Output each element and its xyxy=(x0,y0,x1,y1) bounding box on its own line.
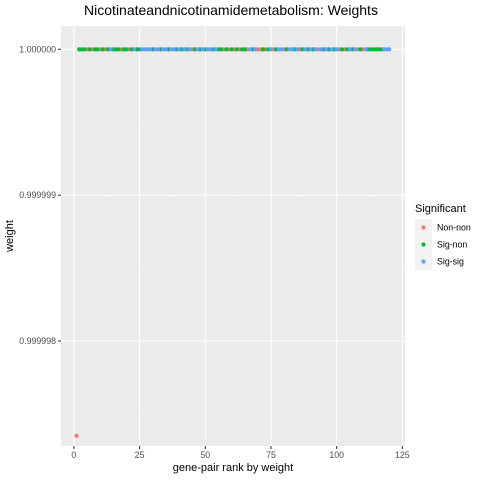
legend-key-point xyxy=(421,259,425,263)
data-point-sig-sig xyxy=(308,47,312,51)
chart-title: Nicotinateandnicotinamidemetabolism: Wei… xyxy=(84,2,378,18)
data-point-non-non xyxy=(74,434,78,438)
x-axis-title: gene-pair rank by weight xyxy=(173,462,293,474)
data-point-sig-non xyxy=(235,47,239,51)
data-point-sig-non xyxy=(101,47,105,51)
data-point-sig-sig xyxy=(182,47,186,51)
data-point-sig-sig xyxy=(295,47,299,51)
data-point-sig-sig xyxy=(187,47,191,51)
data-point-sig-sig xyxy=(195,47,199,51)
data-point-sig-sig xyxy=(148,47,152,51)
data-point-sig-sig xyxy=(248,47,252,51)
y-tick-label: 0.999998 xyxy=(19,336,56,346)
data-point-sig-sig xyxy=(208,47,212,51)
legend-key-point xyxy=(421,242,425,246)
data-point-sig-sig xyxy=(303,47,307,51)
data-point-sig-sig xyxy=(348,47,352,51)
x-tick-label: 75 xyxy=(266,450,276,460)
x-tick-label: 125 xyxy=(395,450,410,460)
data-point-sig-sig xyxy=(279,47,283,51)
legend-entry-label: Sig-non xyxy=(437,240,467,250)
data-point-sig-sig xyxy=(201,47,205,51)
y-tick-label: 1.000000 xyxy=(19,44,56,54)
data-point-sig-sig xyxy=(324,47,328,51)
y-axis: 0.999998 0.999999 1.000000 xyxy=(19,44,61,346)
data-point-sig-non xyxy=(340,47,344,51)
data-point-sig-sig xyxy=(177,47,181,51)
data-point-sig-non xyxy=(219,47,223,51)
plot-panel xyxy=(61,26,405,446)
data-point-sig-non xyxy=(243,47,247,51)
y-axis-title: weight xyxy=(4,220,16,253)
data-point-sig-sig xyxy=(335,47,339,51)
legend-key-point xyxy=(421,225,425,229)
data-point-sig-sig xyxy=(172,47,176,51)
data-point-sig-sig xyxy=(319,47,323,51)
data-point-sig-non xyxy=(124,47,128,51)
legend-entry-label: Non-non xyxy=(437,223,471,233)
legend: Significant Non-non Sig-non Sig-sig xyxy=(415,203,471,270)
data-point-sig-sig xyxy=(353,47,357,51)
data-point-sig-non xyxy=(358,47,362,51)
x-axis: 0 25 50 75 100 125 xyxy=(71,446,409,460)
data-point-sig-sig xyxy=(363,47,367,51)
data-point-sig-sig xyxy=(253,47,257,51)
y-tick-label: 0.999999 xyxy=(19,190,56,200)
data-point-sig-non xyxy=(82,47,86,51)
data-point-sig-non xyxy=(261,47,265,51)
data-point-sig-sig xyxy=(387,47,391,51)
data-point-sig-non xyxy=(116,47,120,51)
data-point-sig-non xyxy=(95,47,99,51)
legend-entry-label: Sig-sig xyxy=(437,257,464,267)
data-point-sig-sig xyxy=(329,47,333,51)
x-tick-label: 25 xyxy=(135,450,145,460)
data-point-sig-non xyxy=(229,47,233,51)
data-point-sig-sig xyxy=(109,47,113,51)
data-point-sig-sig xyxy=(156,47,160,51)
data-point-sig-sig xyxy=(164,47,168,51)
x-tick-label: 50 xyxy=(200,450,210,460)
data-point-sig-sig xyxy=(132,47,136,51)
x-tick-label: 0 xyxy=(71,450,76,460)
data-point-sig-sig xyxy=(290,47,294,51)
data-point-sig-sig xyxy=(214,47,218,51)
legend-title: Significant xyxy=(415,203,466,215)
data-point-sig-non xyxy=(88,47,92,51)
data-point-sig-non xyxy=(224,47,228,51)
data-point-sig-sig xyxy=(269,47,273,51)
x-tick-label: 100 xyxy=(329,450,344,460)
data-point-sig-sig xyxy=(314,47,318,51)
